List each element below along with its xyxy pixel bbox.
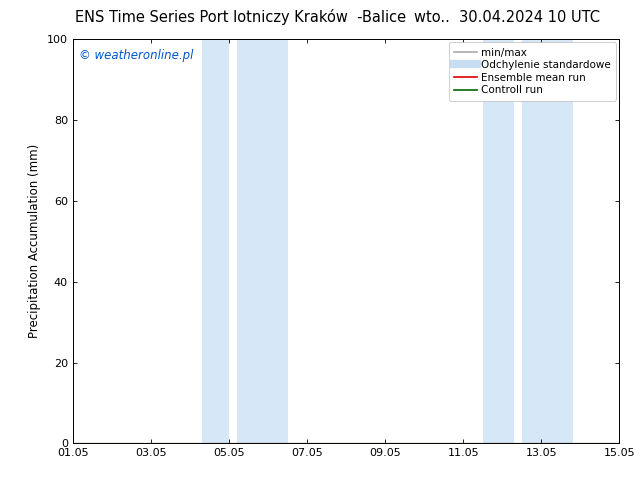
Text: © weatheronline.pl: © weatheronline.pl <box>79 49 194 62</box>
Bar <box>522 39 573 443</box>
Bar <box>202 39 229 443</box>
Legend: min/max, Odchylenie standardowe, Ensemble mean run, Controll run: min/max, Odchylenie standardowe, Ensembl… <box>449 42 616 100</box>
Bar <box>237 39 288 443</box>
Text: wto..  30.04.2024 10 UTC: wto.. 30.04.2024 10 UTC <box>414 10 600 24</box>
Text: ENS Time Series Port lotniczy Kraków  -Balice: ENS Time Series Port lotniczy Kraków -Ba… <box>75 9 406 25</box>
Y-axis label: Precipitation Accumulation (mm): Precipitation Accumulation (mm) <box>29 144 41 339</box>
Bar <box>483 39 514 443</box>
